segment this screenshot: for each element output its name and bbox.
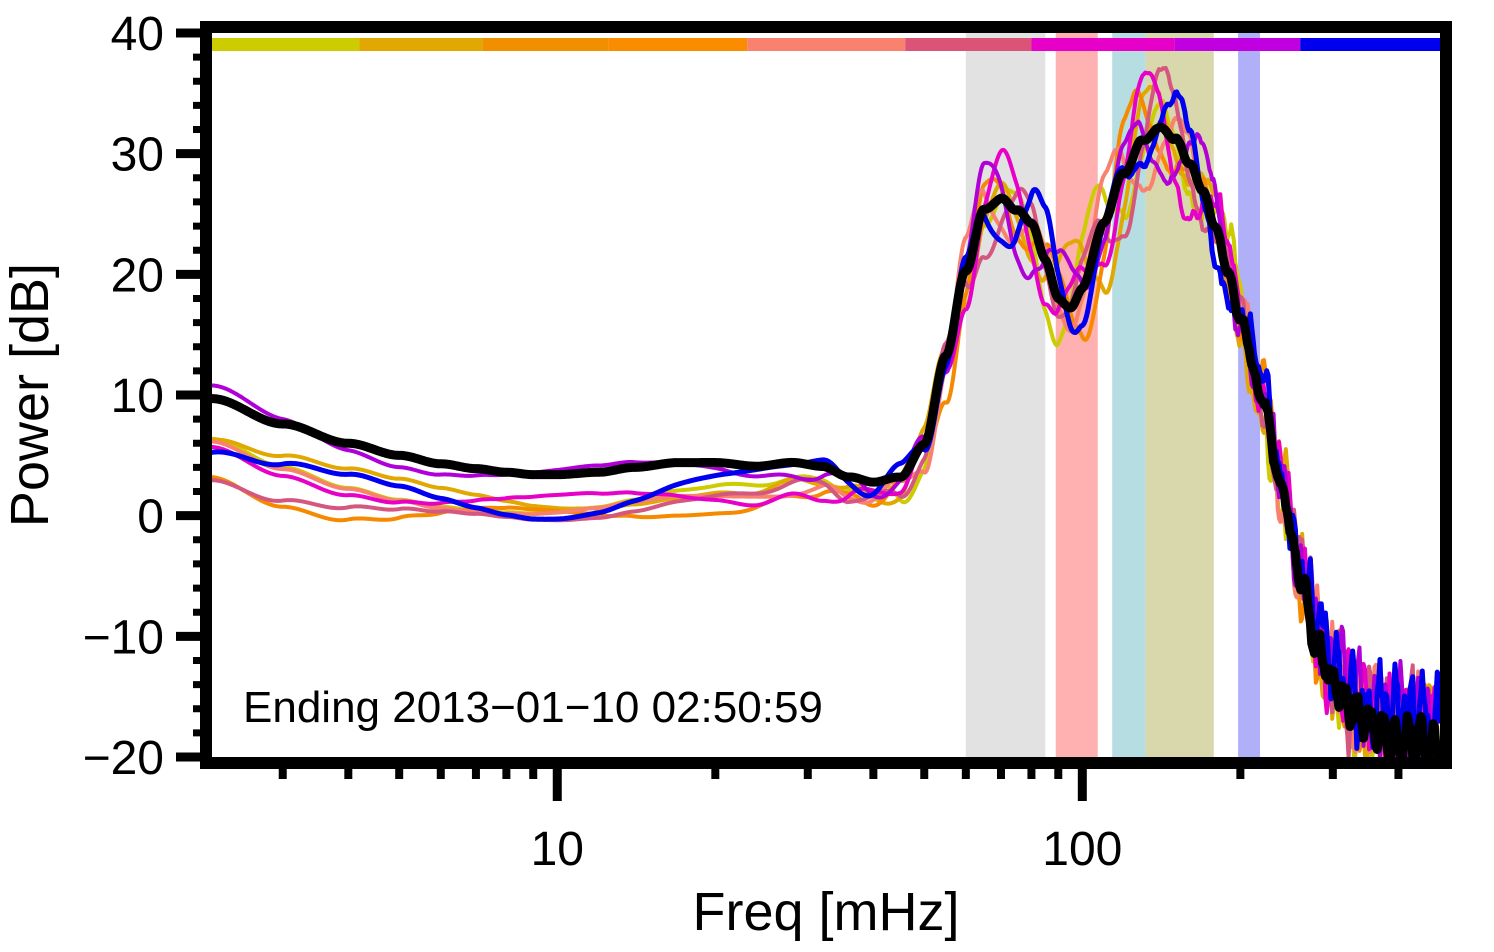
x-tick-label: 10 [531, 823, 584, 876]
ending-timestamp-annotation: Ending 2013−01−10 02:50:59 [243, 683, 823, 732]
band-periwinkle [1238, 33, 1261, 757]
y-tick-label: −10 [83, 611, 164, 664]
colorbar-segment-2 [482, 38, 609, 51]
x-tick-label: 100 [1042, 823, 1122, 876]
y-tick-label: −20 [83, 732, 164, 785]
x-axis-ticks [278, 757, 1403, 801]
time-progression-colorbar [212, 38, 1440, 51]
y-tick-label: 40 [111, 8, 164, 61]
colorbar-segment-3 [608, 38, 748, 51]
spectrum-mean [212, 122, 1440, 757]
y-tick-label: 0 [137, 491, 164, 544]
colorbar-segment-6 [1031, 38, 1175, 51]
spectrum-purple [212, 119, 1440, 757]
colorbar-segment-4 [747, 38, 906, 51]
y-axis-label: Power [dB] [0, 263, 60, 527]
colorbar-segment-1 [359, 38, 483, 51]
band-gray [965, 33, 1046, 757]
x-axis-tick-labels: 10 100 [531, 823, 1123, 876]
y-tick-label: 20 [111, 249, 164, 302]
colorbar-segment-8 [1300, 38, 1440, 51]
y-axis-ticks [176, 28, 212, 762]
y-tick-label: 10 [111, 370, 164, 423]
y-axis-tick-labels: 40 30 20 10 0 −10 −20 [83, 8, 164, 785]
spectrum-magenta [212, 70, 1440, 757]
band-pink [1055, 33, 1098, 757]
colorbar-segment-7 [1174, 38, 1301, 51]
y-tick-label: 30 [111, 129, 164, 182]
x-axis-label: Freq [mHz] [692, 882, 959, 942]
spectra-curve-group [212, 65, 1440, 757]
colorbar-segment-0 [212, 38, 360, 51]
colorbar-segment-5 [905, 38, 1032, 51]
